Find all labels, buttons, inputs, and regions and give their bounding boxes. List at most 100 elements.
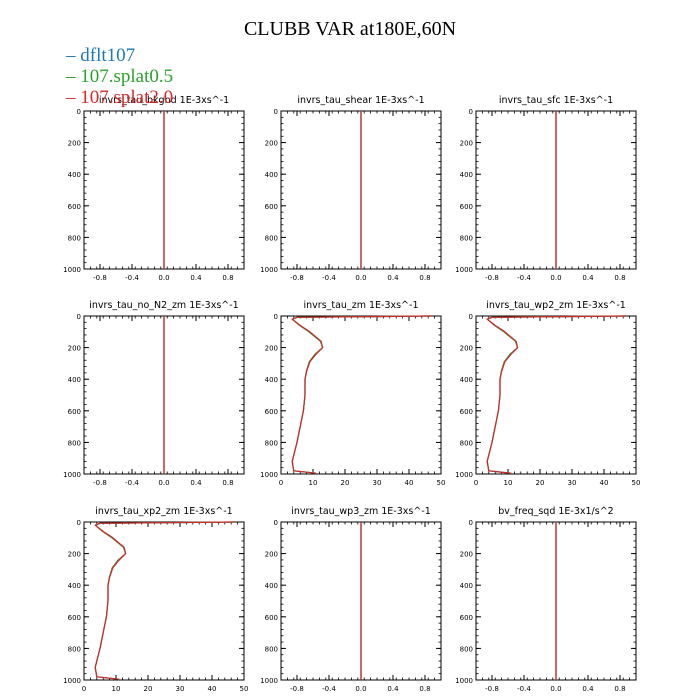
y-tick-label: 200 <box>68 345 81 353</box>
x-tick-label: 0.0 <box>355 274 366 282</box>
panel-title: invrs_tau_wp2_zm 1E-3xs^-1 <box>486 300 626 311</box>
x-tick-label: 20 <box>341 479 350 487</box>
y-tick-label: 600 <box>460 408 473 416</box>
x-tick-label: -0.8 <box>485 274 499 282</box>
x-tick-label: 0.8 <box>614 685 625 693</box>
legend-dash-2: – <box>66 66 76 87</box>
y-tick-label: 1000 <box>455 266 473 274</box>
panel-3: invrs_tau_sfc 1E-3xs^-1 -0.8 -0.4 0.0 0.4 0.8… <box>455 95 637 282</box>
y-tick-label: 800 <box>265 439 278 447</box>
x-tick-label: 0.8 <box>614 274 625 282</box>
x-tick-label: 30 <box>373 479 382 487</box>
y-tick-label: 600 <box>265 614 278 622</box>
y-tick-label: 800 <box>265 234 278 242</box>
x-tick-label: 10 <box>504 479 513 487</box>
y-tick-label: 400 <box>68 582 81 590</box>
y-tick-label: 1000 <box>260 471 278 479</box>
x-tick-label: -0.8 <box>93 479 107 487</box>
x-tick-label: 0.0 <box>550 274 561 282</box>
y-tick-label: 0 <box>469 313 473 321</box>
y-tick-label: 600 <box>460 614 473 622</box>
y-tick-label: 0 <box>77 313 81 321</box>
x-tick-label: 0.4 <box>190 479 202 487</box>
y-tick-label: 400 <box>460 171 473 179</box>
series-line-3 <box>486 315 627 474</box>
y-tick-label: 1000 <box>260 677 278 685</box>
y-tick-label: 200 <box>68 551 81 559</box>
x-tick-label: -0.4 <box>125 479 139 487</box>
panel-title: invrs_tau_no_N2_zm 1E-3xs^-1 <box>89 300 238 311</box>
y-tick-label: 800 <box>68 645 81 653</box>
y-tick-label: 1000 <box>260 266 278 274</box>
panel-2: invrs_tau_shear 1E-3xs^-1 -0.8 -0.4 0.0 0.4 0… <box>260 95 442 282</box>
panel-title: invrs_tau_zm 1E-3xs^-1 <box>304 300 419 311</box>
series-line-1 <box>94 521 235 680</box>
legend: – dflt107 – 107.splat0.5 – 107.splat2.0 <box>66 45 173 108</box>
legend-entry-3: – 107.splat2.0 <box>66 87 173 108</box>
figure-title: CLUBB VAR at180E,60N <box>243 18 457 40</box>
y-tick-label: 1000 <box>63 471 81 479</box>
y-tick-label: 600 <box>68 203 81 211</box>
panel-title: invrs_tau_sfc 1E-3xs^-1 <box>499 95 613 106</box>
y-tick-label: 0 <box>274 108 278 116</box>
x-tick-label: 20 <box>536 479 545 487</box>
panel-title: invrs_tau_shear 1E-3xs^-1 <box>297 95 424 106</box>
x-tick-label: 0.8 <box>419 274 430 282</box>
legend-label-1: dflt107 <box>80 45 136 66</box>
x-tick-label: 0.0 <box>158 274 169 282</box>
x-tick-label: -0.4 <box>322 685 336 693</box>
y-tick-label: 600 <box>460 203 473 211</box>
panel-6: invrs_tau_wp2_zm 1E-3xs^-1 0 10 20 30 40 50 0 20… <box>455 300 640 487</box>
x-tick-label: 10 <box>309 479 318 487</box>
panel-title: invrs_tau_bkgnd 1E-3xs^-1 <box>99 95 229 106</box>
y-tick-label: 400 <box>265 582 278 590</box>
y-tick-label: 0 <box>274 519 278 527</box>
y-tick-label: 200 <box>265 551 278 559</box>
x-tick-label: 0.0 <box>550 685 561 693</box>
y-tick-label: 200 <box>460 140 473 148</box>
x-tick-label: -0.8 <box>290 274 304 282</box>
x-tick-label: -0.8 <box>485 685 499 693</box>
x-tick-label: 0.8 <box>222 479 233 487</box>
y-tick-label: 200 <box>265 345 278 353</box>
series-line-2 <box>486 315 627 474</box>
panel-5: invrs_tau_zm 1E-3xs^-1 0 10 20 30 40 50 0 200 400… <box>260 300 445 487</box>
y-tick-label: 0 <box>77 519 81 527</box>
x-tick-label: 0.0 <box>158 479 169 487</box>
x-tick-label: 50 <box>240 685 249 693</box>
panel-8: invrs_tau_wp3_zm 1E-3xs^-1 -0.8 -0.4 0.0 0.4… <box>260 506 442 693</box>
y-tick-label: 0 <box>274 313 278 321</box>
x-tick-label: -0.4 <box>517 274 531 282</box>
panel-frame <box>475 315 637 475</box>
y-tick-label: 400 <box>265 171 278 179</box>
x-tick-label: 10 <box>112 685 121 693</box>
legend-label-2: 107.splat0.5 <box>80 66 174 87</box>
y-tick-label: 1000 <box>455 471 473 479</box>
panel-title: invrs_tau_xp2_zm 1E-3xs^-1 <box>95 506 232 517</box>
legend-label-3: 107.splat2.0 <box>80 87 174 108</box>
series-line-2 <box>291 315 432 474</box>
series-line-1 <box>291 315 432 474</box>
x-tick-label: 0.8 <box>419 685 430 693</box>
x-tick-label: 0.8 <box>222 274 233 282</box>
panel-title: bv_freq_sqd 1E-3x1/s^2 <box>498 506 613 517</box>
y-tick-label: 800 <box>460 645 473 653</box>
panel-7: invrs_tau_xp2_zm 1E-3xs^-1 0 10 20 30 40 50 0 20… <box>63 506 248 693</box>
y-tick-label: 600 <box>265 203 278 211</box>
x-tick-label: 30 <box>176 685 185 693</box>
x-tick-label: 0 <box>279 479 283 487</box>
x-tick-label: 40 <box>208 685 217 693</box>
x-tick-label: 0 <box>474 479 478 487</box>
legend-dash-1: – <box>66 45 76 66</box>
series-line-3 <box>291 315 432 474</box>
x-tick-label: 20 <box>144 685 153 693</box>
y-tick-label: 800 <box>460 439 473 447</box>
y-tick-label: 1000 <box>63 677 81 685</box>
panel-4: invrs_tau_no_N2_zm 1E-3xs^-1 -0.8 -0.4 0.0 0… <box>63 300 245 487</box>
legend-dash-3: – <box>66 87 76 108</box>
y-tick-label: 0 <box>469 108 473 116</box>
x-tick-label: 0.4 <box>387 274 399 282</box>
y-tick-label: 600 <box>68 408 81 416</box>
legend-entry-2: – 107.splat0.5 <box>66 66 173 87</box>
y-tick-label: 800 <box>68 234 81 242</box>
